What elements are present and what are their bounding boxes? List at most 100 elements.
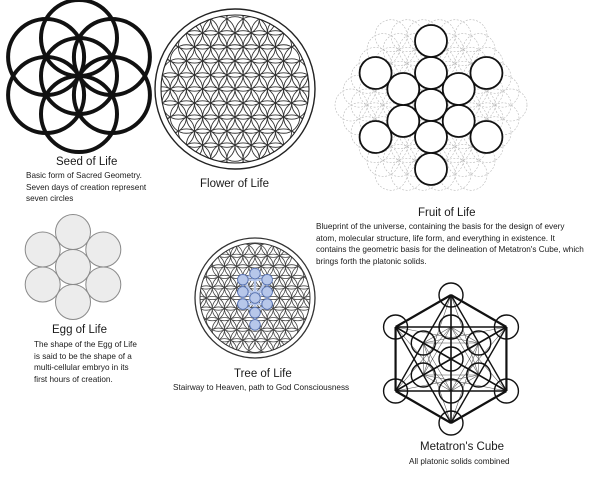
flower-circle [283,72,309,106]
tree-of-life-title: Tree of Life [234,368,292,380]
metatron-line [450,326,507,392]
tree-inner-ring [199,242,311,354]
metatron-circle [438,314,464,340]
flower-of-life-title: Flower of Life [200,178,270,190]
tree-sephirah-node [249,319,261,331]
egg-desc-line: first hours of creation. [34,374,113,384]
seed-of-life-figure [6,0,152,154]
tree-of-life-figure [194,237,316,359]
egg-of-life-title: Egg of Life [52,324,107,336]
metatron-circle [466,330,492,356]
fruit-circle [386,72,421,106]
tree-sephirah-node [249,306,261,319]
tree-sephirah-node [261,298,273,310]
fruit-circle [358,56,393,90]
metatron-circle [410,362,436,388]
tree-sephirah-node [237,298,249,310]
fruit-guide-circle [478,88,512,122]
metatron-hexagon-edge [450,294,507,328]
metatrons-cube-figure [382,282,520,436]
fruit-circle [469,56,504,90]
egg-sphere [85,231,122,268]
tree-flower-circle [303,285,310,311]
fruit-of-life-figure [334,19,528,191]
flower-outer-ring [154,8,316,170]
flower-circle [299,72,309,106]
flower-of-life-figure [154,8,316,170]
fruit-circle [441,72,476,106]
metatron-hexagon-edge [395,390,452,424]
tree-sephirah-node [261,286,273,298]
metatron-circle [493,378,520,404]
tree-sephirah-node [249,267,261,280]
flower-circle [177,142,212,163]
egg-desc-line: multi-cellular embryo in its [34,363,129,373]
fruit-of-life-description: Blueprint of the universe, containing th… [316,221,584,267]
flower-circle [177,15,212,36]
egg-sphere [55,249,91,285]
metatron-line [423,342,452,424]
fruit-of-life-title: Fruit of Life [418,207,476,219]
metatron-circle [438,410,464,436]
metatron-line [423,294,452,376]
egg-sphere [24,266,61,303]
metatron-line [423,326,507,344]
tree-sephirah-node [237,286,249,298]
metatron-triangle-edge [450,294,508,392]
fruit-guide-circle [454,19,488,53]
fruit-circle [441,104,476,138]
egg-sphere [85,266,122,303]
egg-desc-line: The shape of the Egg of Life [34,340,137,349]
fruit-desc-line: brings forth the platonic solids. [316,256,427,266]
egg-sphere [24,231,61,268]
fruit-circle [414,120,448,154]
tree-flower-circle [291,285,310,311]
fruit-desc-line: contains the geometric basis for the del… [316,245,584,255]
seed-circle [71,17,152,97]
metatron-circle [466,362,492,388]
tree-sephirah-node [249,292,261,304]
fruit-desc-line: atom, molecular structure, life form, an… [316,233,555,243]
metatron-triangle-edge [394,326,452,424]
tree-outer-ring [194,237,316,359]
metatrons-cube-title: Metatron's Cube [420,441,505,453]
tree-sephirah-node [261,273,273,286]
flower-circle [258,142,293,163]
flower-pattern [161,15,309,163]
metatron-hexagon-edge [450,390,507,424]
egg-sphere [55,214,91,250]
fruit-circle [386,104,421,138]
flower-circle [258,15,293,36]
metatron-circle [382,378,409,404]
fruit-circle [414,24,448,58]
seed-of-life-title: Seed of Life [56,156,118,168]
egg-of-life-figure [24,214,122,320]
metatrons-cube-description: All platonic solids combined [409,457,510,466]
fruit-circle [414,56,448,90]
egg-of-life-description: The shape of the Egg of Life is said to … [34,339,137,385]
fruit-guide-circle [494,88,528,122]
tree-flower-circle [200,285,207,311]
fruit-desc-line: Blueprint of the universe, containing th… [316,222,565,231]
seed-of-life-description: Basic form of Sacred Geometry. Seven day… [26,170,146,205]
metatron-triangle-edge [394,294,452,392]
metatron-line [423,374,507,392]
metatron-circle [493,314,520,340]
metatron-triangle-edge [450,326,508,424]
metatron-circle [438,282,464,308]
seed-desc-line: Seven days of creation represent [26,182,147,192]
fruit-circle [469,120,504,154]
metatron-circle [438,346,464,372]
seed-desc-line: seven circles [26,194,74,204]
fruit-guide-circle [454,157,488,191]
seed-desc-line: Basic form of Sacred Geometry. [26,171,142,180]
tree-of-life-description: Stairway to Heaven, path to God Consciou… [173,383,350,392]
metatron-circle [382,314,409,340]
metatron-circle [410,330,436,356]
egg-sphere [55,284,91,320]
fruit-circle [414,152,448,186]
fruit-circle [414,88,448,122]
flower-inner-ring [160,14,310,164]
metatron-hexagon-edge [395,294,452,328]
